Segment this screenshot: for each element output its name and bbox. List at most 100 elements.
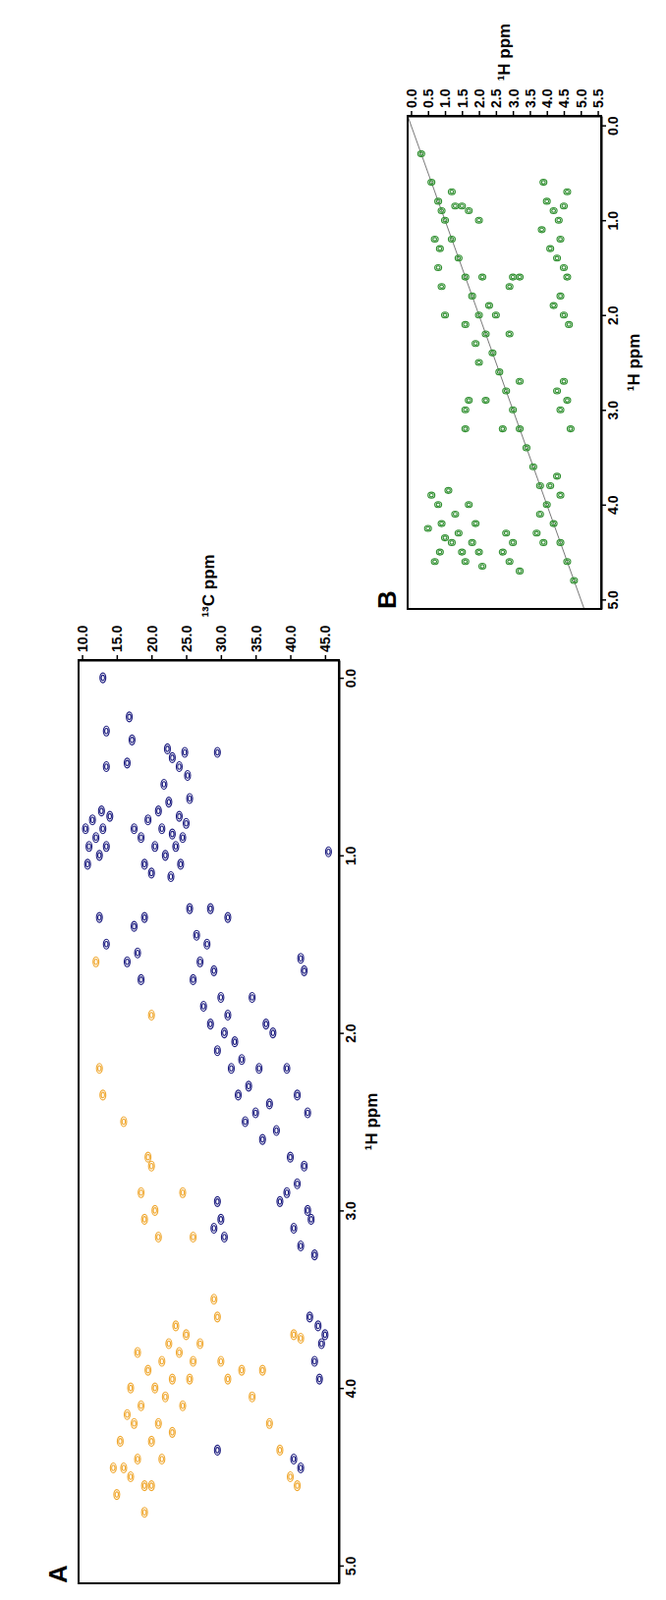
axis-title: ¹³C ppm <box>199 554 219 617</box>
cross-peak <box>563 397 571 404</box>
tick-mark <box>529 111 532 116</box>
cross-peak <box>472 340 480 347</box>
figure: 10.015.020.025.030.035.040.045.0¹³C ppm0… <box>0 0 666 1600</box>
cross-peak <box>308 1214 315 1224</box>
cross-peak <box>207 903 214 914</box>
tick-label: 1.5 <box>454 88 471 109</box>
cross-peak <box>152 1383 159 1393</box>
cross-peak <box>475 312 483 319</box>
cross-peak <box>475 217 483 223</box>
cross-peak <box>148 1436 155 1446</box>
tick-label: 2.0 <box>342 1023 359 1044</box>
cross-peak <box>231 1037 238 1048</box>
cross-peak <box>522 444 530 451</box>
panel: 0.00.51.01.52.02.53.03.54.04.55.05.5¹H p… <box>372 23 644 657</box>
cross-peak <box>516 426 524 433</box>
cross-peak <box>417 151 425 158</box>
cross-peak <box>221 1232 227 1243</box>
cross-peak <box>86 841 93 852</box>
cross-peak <box>536 510 544 517</box>
cross-peak <box>110 1463 116 1474</box>
cross-peak <box>458 549 466 555</box>
cross-peak <box>554 388 561 394</box>
cross-peak <box>123 956 130 967</box>
tick: 4.5 <box>555 88 572 116</box>
cross-peak <box>468 292 476 299</box>
cross-peak <box>190 1356 197 1367</box>
cross-peak <box>238 1365 245 1376</box>
cross-peak <box>162 1391 168 1402</box>
cross-peak <box>138 974 145 985</box>
cross-peak <box>570 577 578 584</box>
cross-peak <box>428 492 436 499</box>
cross-peak <box>482 397 490 404</box>
series <box>417 151 578 584</box>
tick: 3.0 <box>338 1201 359 1221</box>
cross-peak <box>218 1356 224 1367</box>
series <box>82 672 332 1473</box>
cross-peak <box>186 1374 193 1385</box>
tick: 10.0 <box>74 625 91 661</box>
tick-label: 1.0 <box>437 88 453 109</box>
cross-peak <box>100 824 107 834</box>
cross-peak <box>461 426 469 433</box>
cross-peak <box>502 388 510 394</box>
cross-peak <box>207 1019 214 1030</box>
tick-label: 25.0 <box>178 625 195 653</box>
tick-label: 0.5 <box>420 88 437 109</box>
cross-peak <box>89 815 96 826</box>
cross-peak <box>172 841 179 852</box>
tick-label: 0.0 <box>605 115 621 136</box>
cross-peak <box>451 203 459 210</box>
cross-peak <box>482 331 490 337</box>
cross-peak <box>190 1232 197 1243</box>
cross-peak <box>465 397 473 404</box>
cross-peak <box>290 1453 297 1464</box>
tick: 2.0 <box>338 1023 359 1044</box>
cross-peak <box>311 1250 318 1261</box>
cross-peak <box>98 806 105 817</box>
cross-peak <box>168 752 175 763</box>
cross-peak <box>461 558 469 565</box>
tick-label: 5.0 <box>605 590 621 611</box>
tick-mark <box>580 111 583 116</box>
cross-peak <box>556 406 564 413</box>
panel-letter: A <box>43 1564 73 1584</box>
cross-peak <box>509 274 517 280</box>
cross-peak <box>556 492 564 499</box>
cross-peak <box>304 1108 311 1118</box>
cross-peak <box>127 1383 134 1393</box>
cross-peak <box>148 1161 155 1171</box>
cross-peak <box>554 473 561 480</box>
cross-peak <box>270 1028 277 1039</box>
tick-mark <box>444 111 447 116</box>
cross-peak <box>499 426 506 433</box>
cross-peak <box>283 1063 290 1074</box>
tick-label: 45.0 <box>317 625 333 653</box>
cross-peak <box>431 236 439 243</box>
cross-peak <box>447 236 455 243</box>
tick-label: 4.0 <box>342 1379 359 1399</box>
cross-peak <box>152 841 159 852</box>
cross-peak <box>186 903 193 914</box>
tick-mark <box>151 655 154 661</box>
cross-peak <box>177 859 184 870</box>
cross-peak <box>249 1391 256 1402</box>
cross-peak <box>179 1400 186 1411</box>
cross-peak <box>442 535 449 542</box>
cross-peak <box>454 255 462 262</box>
cross-peak <box>168 1427 175 1438</box>
tick-mark <box>255 655 258 661</box>
cross-peak <box>155 1232 162 1243</box>
tick: 45.0 <box>317 625 333 661</box>
cross-peak <box>563 558 571 565</box>
cross-peak <box>218 1214 224 1224</box>
cross-peak <box>224 1010 231 1021</box>
cross-peak <box>263 1019 270 1030</box>
cross-peak <box>138 1400 145 1411</box>
cross-peak <box>516 567 524 574</box>
cross-peak <box>120 1463 127 1474</box>
cross-peak <box>556 292 564 299</box>
cross-peak <box>458 203 466 210</box>
cross-peak <box>179 1187 186 1198</box>
